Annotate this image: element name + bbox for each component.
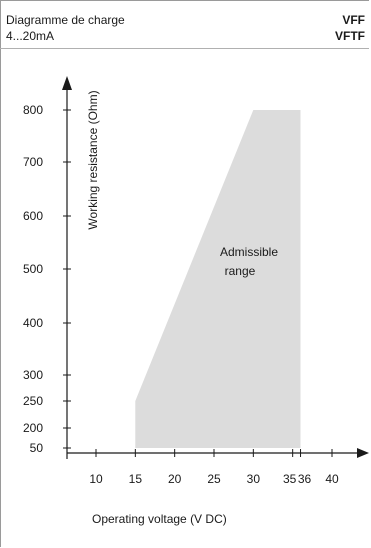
x-tick-label-25: 25 [207,472,221,486]
y-tick-label-50: 50 [30,441,44,455]
signal-range: 4...20mA [6,29,55,43]
y-tick-label-300: 300 [23,368,43,382]
model-label-vftf: VFTF [335,29,365,43]
y-tick-label-200: 200 [23,421,43,435]
header-separator [0,48,369,49]
region-label-line2: range [225,264,256,278]
y-tick-label-800: 800 [23,103,43,117]
x-tick-label-30: 30 [247,472,261,486]
y-axis-arrow-icon [62,76,72,90]
y-tick-label-600: 600 [23,209,43,223]
admissible-range-region [135,110,301,448]
y-tick-label-500: 500 [23,262,43,276]
y-tick-label-400: 400 [23,316,43,330]
x-tick-label-10: 10 [89,472,103,486]
x-tick-label-36: 36 [298,472,312,486]
x-tick-label-15: 15 [129,472,143,486]
x-axis-arrow-icon [357,448,369,458]
model-label-vff: VFF [342,13,365,27]
x-axis-title: Operating voltage (V DC) [92,512,227,526]
x-tick-label-35: 35 [283,472,297,486]
y-axis-title: Working resistance (Ohm) [86,90,100,229]
x-tick-label-20: 20 [168,472,182,486]
region-label-line1: Admissible [220,245,278,259]
y-tick-label-250: 250 [23,394,43,408]
chart-title: Diagramme de charge [6,13,125,27]
y-tick-label-700: 700 [23,155,43,169]
x-tick-label-40: 40 [325,472,339,486]
